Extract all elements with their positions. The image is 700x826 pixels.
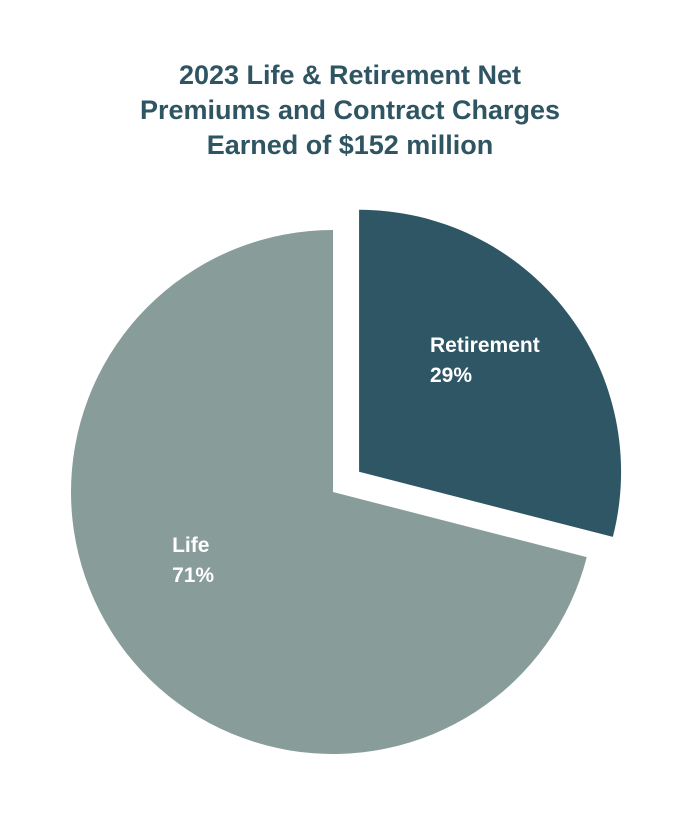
pie-slices [71,209,622,754]
pie-label-value-retirement: 29% [430,364,472,387]
chart-title: 2023 Life & Retirement Net Premiums and … [0,58,700,163]
pie-label-value-life: 71% [172,564,214,587]
pie-label-life: Life 71% [172,534,214,587]
pie-labels: Retirement 29% Life 71% [172,334,540,587]
chart-title-line-2: Premiums and Contract Charges [139,95,561,125]
chart-title-line-3: Earned of $152 million [206,130,494,160]
pie-label-name-life: Life [172,534,209,557]
pie-label-retirement: Retirement 29% [430,334,540,387]
pie-slice-life [71,230,587,754]
pie-slice-retirement [359,209,622,537]
chart-title-line-1: 2023 Life & Retirement Net [178,60,522,90]
pie-label-name-retirement: Retirement [430,334,540,357]
